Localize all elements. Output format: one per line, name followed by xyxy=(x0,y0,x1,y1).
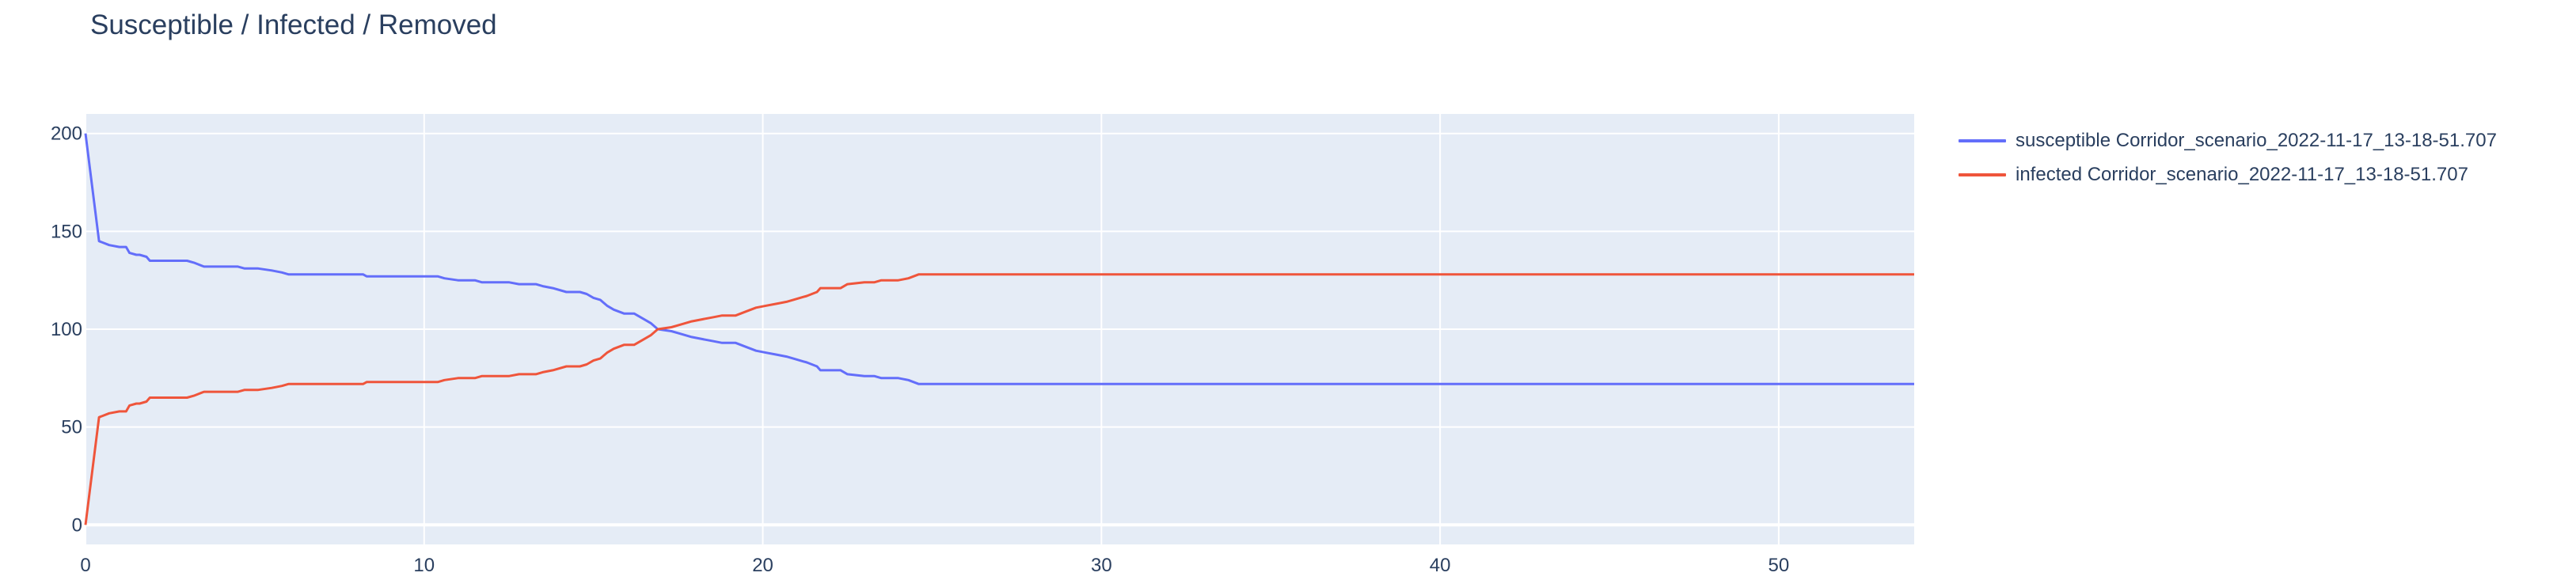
y-tick-label: 50 xyxy=(61,417,82,438)
legend-swatch-icon xyxy=(1959,173,2006,176)
y-tick-label: 200 xyxy=(51,123,82,145)
x-tick-label: 0 xyxy=(80,555,90,576)
legend-item-1[interactable]: infected Corridor_scenario_2022-11-17_13… xyxy=(1959,157,2497,192)
x-tick-label: 20 xyxy=(752,555,773,576)
legend-label: infected Corridor_scenario_2022-11-17_13… xyxy=(2016,163,2468,185)
y-tick-label: 0 xyxy=(72,514,82,536)
legend[interactable]: susceptible Corridor_scenario_2022-11-17… xyxy=(1959,123,2497,192)
legend-swatch-icon xyxy=(1959,138,2006,142)
y-tick-label: 100 xyxy=(51,319,82,340)
series-lines xyxy=(84,133,1914,525)
series-line-0[interactable] xyxy=(84,133,1914,385)
x-tick-label: 30 xyxy=(1091,555,1112,576)
axis-ticks: 0 10 20 30 40 50 0 50 100 150 200 xyxy=(51,123,1789,576)
x-tick-label: 50 xyxy=(1769,555,1790,576)
grid-lines xyxy=(85,114,1914,544)
x-tick-label: 10 xyxy=(413,555,435,576)
x-tick-label: 40 xyxy=(1430,555,1451,576)
y-tick-label: 150 xyxy=(51,221,82,242)
series-line-1[interactable] xyxy=(84,273,1914,525)
legend-label: susceptible Corridor_scenario_2022-11-17… xyxy=(2016,129,2497,151)
legend-item-0[interactable]: susceptible Corridor_scenario_2022-11-17… xyxy=(1959,123,2497,157)
chart-title: Susceptible / Infected / Removed xyxy=(90,9,497,40)
